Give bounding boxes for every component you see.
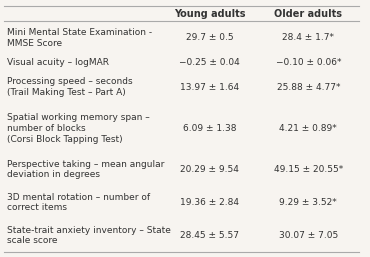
Text: Spatial working memory span –
number of blocks
(Corsi Block Tapping Test): Spatial working memory span – number of …	[7, 113, 149, 144]
Text: 13.97 ± 1.64: 13.97 ± 1.64	[180, 83, 239, 92]
Text: 28.45 ± 5.57: 28.45 ± 5.57	[180, 231, 239, 240]
Text: 4.21 ± 0.89*: 4.21 ± 0.89*	[279, 124, 337, 133]
Text: 30.07 ± 7.05: 30.07 ± 7.05	[279, 231, 338, 240]
Text: Processing speed – seconds
(Trail Making Test – Part A): Processing speed – seconds (Trail Making…	[7, 77, 132, 97]
Text: 3D mental rotation – number of
correct items: 3D mental rotation – number of correct i…	[7, 193, 150, 212]
Text: 28.4 ± 1.7*: 28.4 ± 1.7*	[282, 33, 334, 42]
Text: 19.36 ± 2.84: 19.36 ± 2.84	[180, 198, 239, 207]
Text: Older adults: Older adults	[274, 9, 342, 19]
Text: Visual acuity – logMAR: Visual acuity – logMAR	[7, 58, 109, 67]
Text: Mini Mental State Examination -
MMSE Score: Mini Mental State Examination - MMSE Sco…	[7, 28, 152, 48]
Text: Perspective taking – mean angular
deviation in degrees: Perspective taking – mean angular deviat…	[7, 160, 164, 179]
Text: 25.88 ± 4.77*: 25.88 ± 4.77*	[276, 83, 340, 92]
Text: 20.29 ± 9.54: 20.29 ± 9.54	[180, 165, 239, 174]
Text: 9.29 ± 3.52*: 9.29 ± 3.52*	[279, 198, 337, 207]
Text: −0.25 ± 0.04: −0.25 ± 0.04	[179, 58, 240, 67]
Text: −0.10 ± 0.06*: −0.10 ± 0.06*	[276, 58, 341, 67]
Text: 6.09 ± 1.38: 6.09 ± 1.38	[183, 124, 236, 133]
Text: 29.7 ± 0.5: 29.7 ± 0.5	[186, 33, 233, 42]
Text: Young adults: Young adults	[174, 9, 245, 19]
Text: State-trait anxiety inventory – State
scale score: State-trait anxiety inventory – State sc…	[7, 226, 171, 245]
Text: 49.15 ± 20.55*: 49.15 ± 20.55*	[274, 165, 343, 174]
